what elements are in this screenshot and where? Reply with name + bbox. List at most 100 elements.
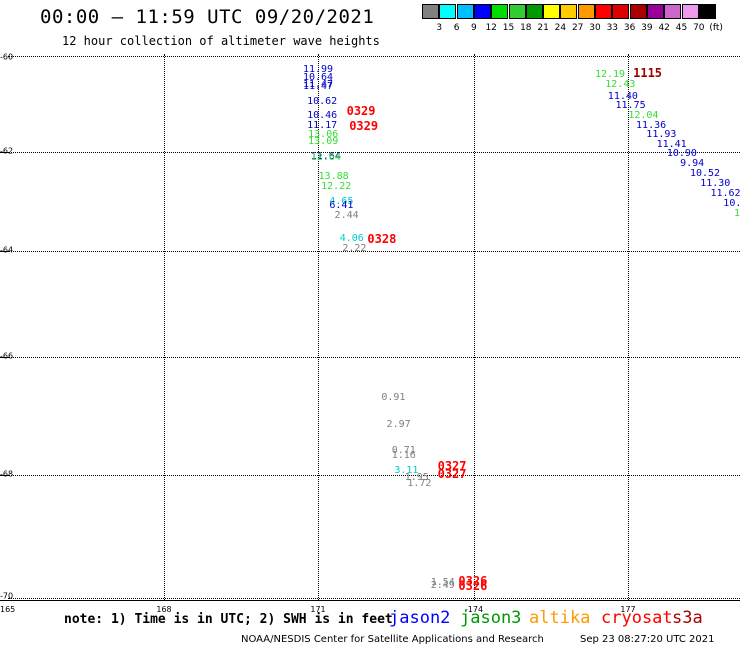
legend-label: 42 xyxy=(658,23,670,33)
wave-height-value: 6.41 xyxy=(329,200,354,212)
legend-label: 27 xyxy=(571,23,584,33)
legend-label: 45 xyxy=(675,23,688,33)
pass-time-label: 0327 xyxy=(437,466,467,481)
wave-height-value: 11.64 xyxy=(310,150,341,162)
lon-label-corner: 165 xyxy=(0,605,16,614)
sat-label-altika: altika xyxy=(529,608,591,628)
wave-height-value: 2.22 xyxy=(342,242,367,254)
wave-height-value: 10.46 xyxy=(307,110,338,121)
wave-height-value: 12.04 xyxy=(628,110,659,121)
lat-tick xyxy=(0,152,8,153)
wave-height-value: 13.09 xyxy=(308,136,339,148)
legend-swatch xyxy=(681,4,699,19)
legend-label: 9 xyxy=(471,23,477,33)
legend-swatch xyxy=(439,4,457,19)
lon-label: 177 xyxy=(620,605,636,614)
wave-height-value: 2.44 xyxy=(334,210,359,222)
wave-height-value: 1.72 xyxy=(407,478,432,490)
sat-label-cryosat: cryosat xyxy=(601,608,673,628)
wave-height-value: 10.62 xyxy=(307,95,338,107)
wave-height-value: 4.06 xyxy=(339,232,364,244)
wave-height-value: 11.17 xyxy=(307,119,338,131)
legend-label: (ft) xyxy=(709,23,723,33)
grid-line-lat xyxy=(8,357,740,358)
pass-time-label: 0327 xyxy=(437,459,467,474)
lat-label: -62 xyxy=(0,146,14,156)
pass-time-label: 1115 xyxy=(633,65,663,80)
wave-height-value: 9.94 xyxy=(680,158,705,170)
grid-line-lon xyxy=(628,54,629,600)
grid-line-lat xyxy=(8,475,740,476)
page-subtitle: 12 hour collection of altimeter wave hei… xyxy=(62,34,380,48)
wave-height-value: 1.54 xyxy=(430,576,455,588)
lat-label: -60 xyxy=(0,52,14,62)
legend-swatch xyxy=(422,4,439,19)
wave-height-value: 2.97 xyxy=(386,418,411,430)
pass-time-label: 0326 xyxy=(458,578,488,593)
wave-height-value: 13.06 xyxy=(308,129,339,141)
wave-height-value: 11.47 xyxy=(302,81,334,93)
legend-swatch xyxy=(456,4,474,19)
wave-height-value: 11.30 xyxy=(700,178,731,190)
lon-label: -174 xyxy=(464,605,484,614)
grid-line-lat xyxy=(8,152,740,153)
legend-label: 18 xyxy=(520,23,532,33)
wave-height-value: 10.84 xyxy=(723,197,740,209)
legend-swatch xyxy=(508,4,526,19)
legend-swatch xyxy=(646,4,664,19)
wave-height-value: 12.22 xyxy=(321,180,352,192)
wave-height-value: 10.52 xyxy=(689,168,721,180)
legend-swatch xyxy=(595,4,612,19)
wave-height-value: 14.4 xyxy=(734,207,740,219)
legend-swatch xyxy=(525,4,543,19)
wave-height-value: 11.36 xyxy=(636,119,667,131)
wave-height-value: 3.11 xyxy=(394,464,419,476)
wave-height-value: 13.88 xyxy=(318,170,349,182)
legend-swatch xyxy=(629,4,647,19)
legend-label: 24 xyxy=(554,23,567,33)
wave-height-value: 12.43 xyxy=(605,78,636,90)
pass-time-label: 0329 xyxy=(349,118,379,133)
lat-label: -64 xyxy=(0,245,14,255)
grid-line-lon xyxy=(474,54,475,600)
grid-line-lat xyxy=(8,56,740,57)
legend-label: 36 xyxy=(623,23,636,33)
sat-label-s3a: s3a xyxy=(672,608,703,628)
legend-swatch xyxy=(473,4,491,19)
wave-height-value: 11.62 xyxy=(710,188,740,200)
footer-credit: NOAA/NESDIS Center for Satellite Applica… xyxy=(241,634,544,645)
legend-label: 70 xyxy=(693,23,705,33)
grid-line-lon xyxy=(318,54,319,600)
legend-swatch xyxy=(560,4,578,19)
legend-label: 30 xyxy=(589,23,601,33)
legend-label: 39 xyxy=(641,23,653,33)
wave-height-value: 10.90 xyxy=(666,148,697,160)
wave-height-value: 11.40 xyxy=(607,90,638,102)
sat-label-jason2: jason2 xyxy=(389,608,451,628)
lon-label: 171 xyxy=(310,605,326,614)
wave-height-value: 2.49 xyxy=(430,579,455,591)
wave-height-value: 11.93 xyxy=(646,129,677,141)
pass-time-label: 0326 xyxy=(458,573,488,588)
map-bottom-border xyxy=(0,600,740,601)
legend-label: 6 xyxy=(453,23,460,33)
pass-time-label: 0328 xyxy=(367,231,397,246)
note-text: note: 1) Time is in UTC; 2) SWH is in fe… xyxy=(64,612,393,627)
pass-time-label: 0329 xyxy=(346,104,376,119)
wave-height-value: 0.71 xyxy=(391,445,416,457)
legend-label: 3 xyxy=(436,23,443,33)
page-title: 00:00 – 11:59 UTC 09/20/2021 xyxy=(40,6,375,28)
lat-tick xyxy=(0,251,8,252)
wave-height-value: 11.41 xyxy=(656,138,687,150)
wave-height-value: 12.64 xyxy=(310,151,341,163)
legend-label: 12 xyxy=(485,23,497,33)
legend-swatch xyxy=(491,4,509,19)
sat-label-jason3: jason3 xyxy=(460,608,522,628)
lon-label: 168 xyxy=(156,605,172,614)
legend-swatch xyxy=(612,4,630,19)
legend-label: 33 xyxy=(606,23,619,33)
legend-swatch xyxy=(698,4,716,19)
wave-height-value: 12.19 xyxy=(594,69,626,81)
